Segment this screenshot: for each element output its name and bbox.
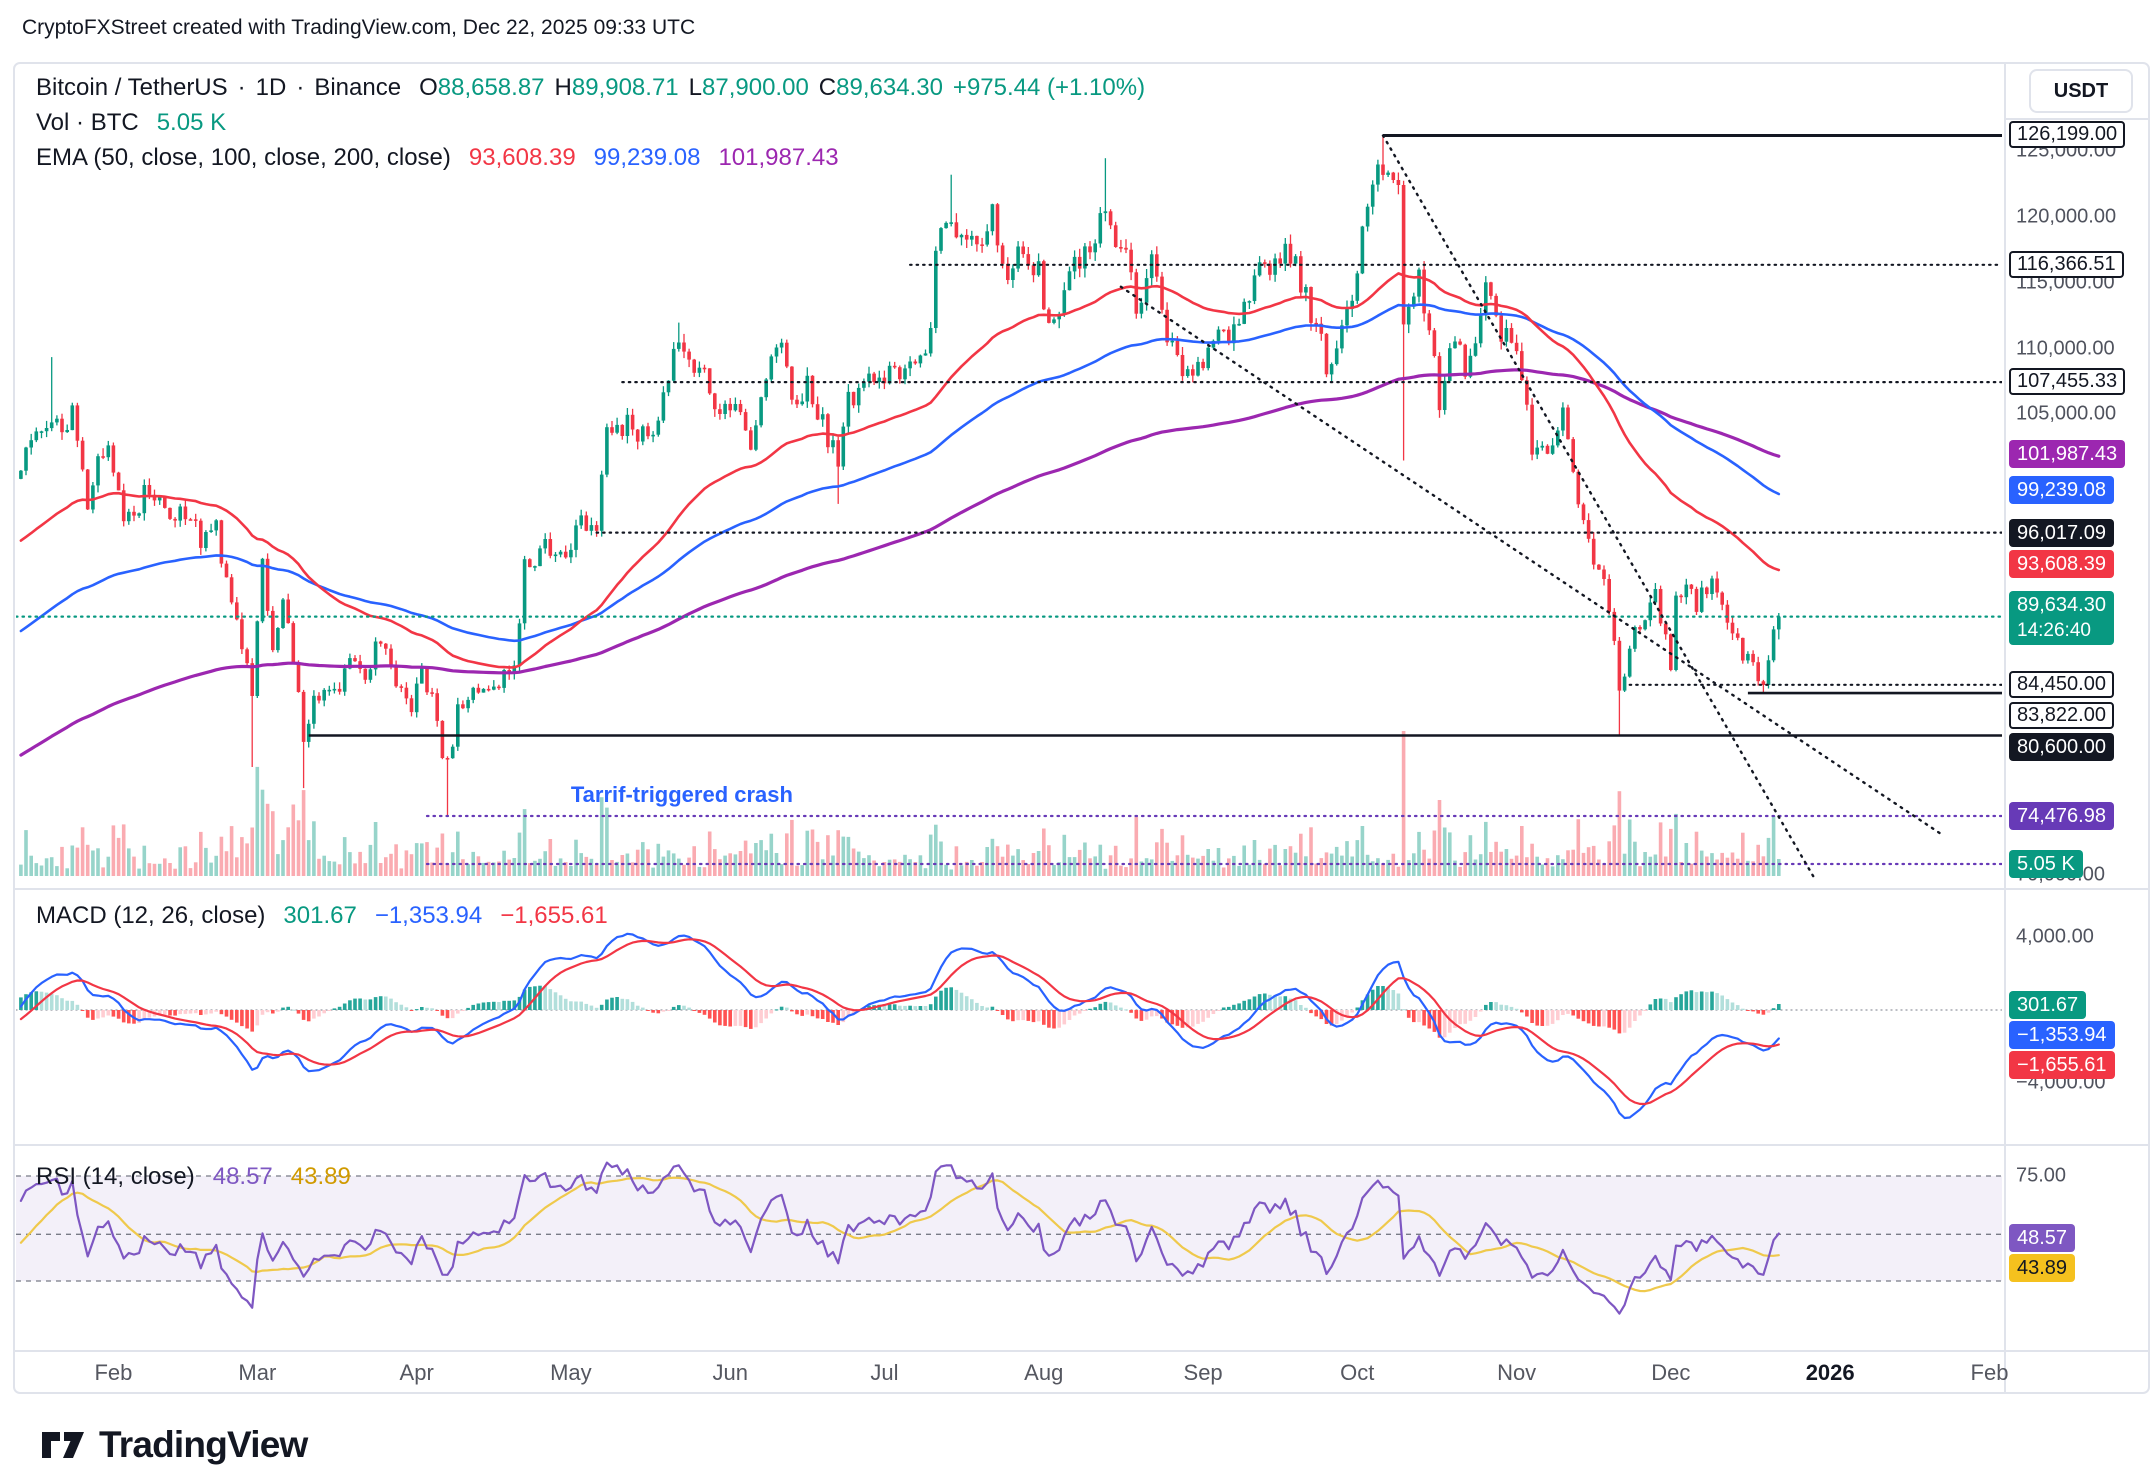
- macd-tick: 4,000.00: [2016, 925, 2094, 948]
- change-value: +975.44 (+1.10%): [952, 74, 1146, 101]
- time-axis-label: Feb: [1970, 1360, 2009, 1385]
- time-axis-label: Sep: [1183, 1360, 1223, 1385]
- volume-legend[interactable]: Vol · BTC 5.05 K: [36, 109, 227, 136]
- ohlc-values: O88,658.87 H89,908.71 L87,900.00 C89,634…: [419, 74, 1146, 101]
- macd-value-label: −1,353.94: [2009, 1021, 2115, 1050]
- price-level-label: 83,822.00: [2009, 701, 2114, 729]
- tradingview-logo-text: TradingView: [99, 1424, 308, 1465]
- volume-value: 5.05 K: [156, 109, 227, 136]
- macd-value-label: −1,655.61: [2009, 1051, 2115, 1080]
- price-tick: 105,000.00: [2016, 402, 2117, 425]
- time-axis-label: Dec: [1651, 1360, 1691, 1385]
- ema-legend[interactable]: EMA (50, close, 100, close, 200, close) …: [36, 144, 839, 171]
- price-level-label: 96,017.09: [2009, 518, 2114, 547]
- attribution-text: CryptoFXStreet created with TradingView.…: [22, 16, 696, 39]
- price-level-label: 74,476.98: [2009, 802, 2114, 831]
- time-axis-label: Mar: [238, 1360, 277, 1385]
- time-axis-label: Aug: [1024, 1360, 1064, 1385]
- symbol-legend[interactable]: Bitcoin / TetherUS · 1D · Binance O88,658.87…: [36, 74, 1145, 102]
- tradingview-logo-icon: [42, 1432, 84, 1458]
- price-tick: 110,000.00: [2016, 337, 2115, 360]
- price-level-label: 107,455.33: [2009, 368, 2126, 396]
- price-level-label: 80,600.00: [2009, 732, 2114, 761]
- time-axis-label: Feb: [94, 1360, 133, 1385]
- rsi-value-label: 48.57: [2009, 1224, 2076, 1253]
- price-level-label: 126,199.00: [2009, 121, 2126, 149]
- ema-price-label: 101,987.43: [2009, 440, 2126, 469]
- rsi-ma-value: 43.89: [290, 1163, 351, 1190]
- annotation-text[interactable]: Tarrif-triggered crash: [570, 781, 793, 807]
- macd-value-label: 301.67: [2009, 990, 2087, 1019]
- ema-price-label: 93,608.39: [2009, 550, 2114, 579]
- time-axis-label: Jun: [712, 1360, 748, 1385]
- time-axis-label: May: [550, 1360, 592, 1385]
- footer-logo[interactable]: TradingView: [40, 1424, 308, 1466]
- time-axis-label: 2026: [1805, 1360, 1855, 1385]
- rsi-value-label: 43.89: [2009, 1254, 2076, 1283]
- ema100-value: 99,239.08: [593, 144, 701, 171]
- last-price-label: 89,634.30 14:26:40: [2009, 590, 2114, 645]
- ema-price-label: 99,239.08: [2009, 476, 2114, 505]
- time-axis-label: Jul: [870, 1360, 899, 1385]
- macd-signal-value: −1,655.61: [500, 902, 608, 929]
- macd-line-value: −1,353.94: [374, 902, 483, 929]
- rsi-tick: 75.00: [2016, 1164, 2067, 1187]
- price-level-label: 84,450.00: [2009, 670, 2114, 698]
- rsi-legend[interactable]: RSI (14, close) 48.57 43.89: [36, 1163, 351, 1190]
- ema50-value: 93,608.39: [468, 144, 576, 171]
- rsi-value: 48.57: [212, 1163, 273, 1190]
- price-level-label: 116,366.51: [2009, 250, 2124, 278]
- ema200-value: 101,987.43: [718, 144, 839, 171]
- macd-hist-value: 301.67: [283, 902, 357, 929]
- time-axis-label: Nov: [1497, 1360, 1537, 1385]
- currency-toggle-button[interactable]: USDT: [2029, 69, 2133, 113]
- time-axis-label: Apr: [399, 1360, 434, 1385]
- volume-label: 5.05 K: [2009, 850, 2083, 878]
- time-axis-label: Oct: [1340, 1360, 1375, 1385]
- symbol-title: Bitcoin / TetherUS · 1D · Binance: [36, 74, 402, 101]
- price-tick: 120,000.00: [2016, 205, 2117, 228]
- macd-legend[interactable]: MACD (12, 26, close) 301.67 −1,353.94 −1…: [36, 902, 608, 929]
